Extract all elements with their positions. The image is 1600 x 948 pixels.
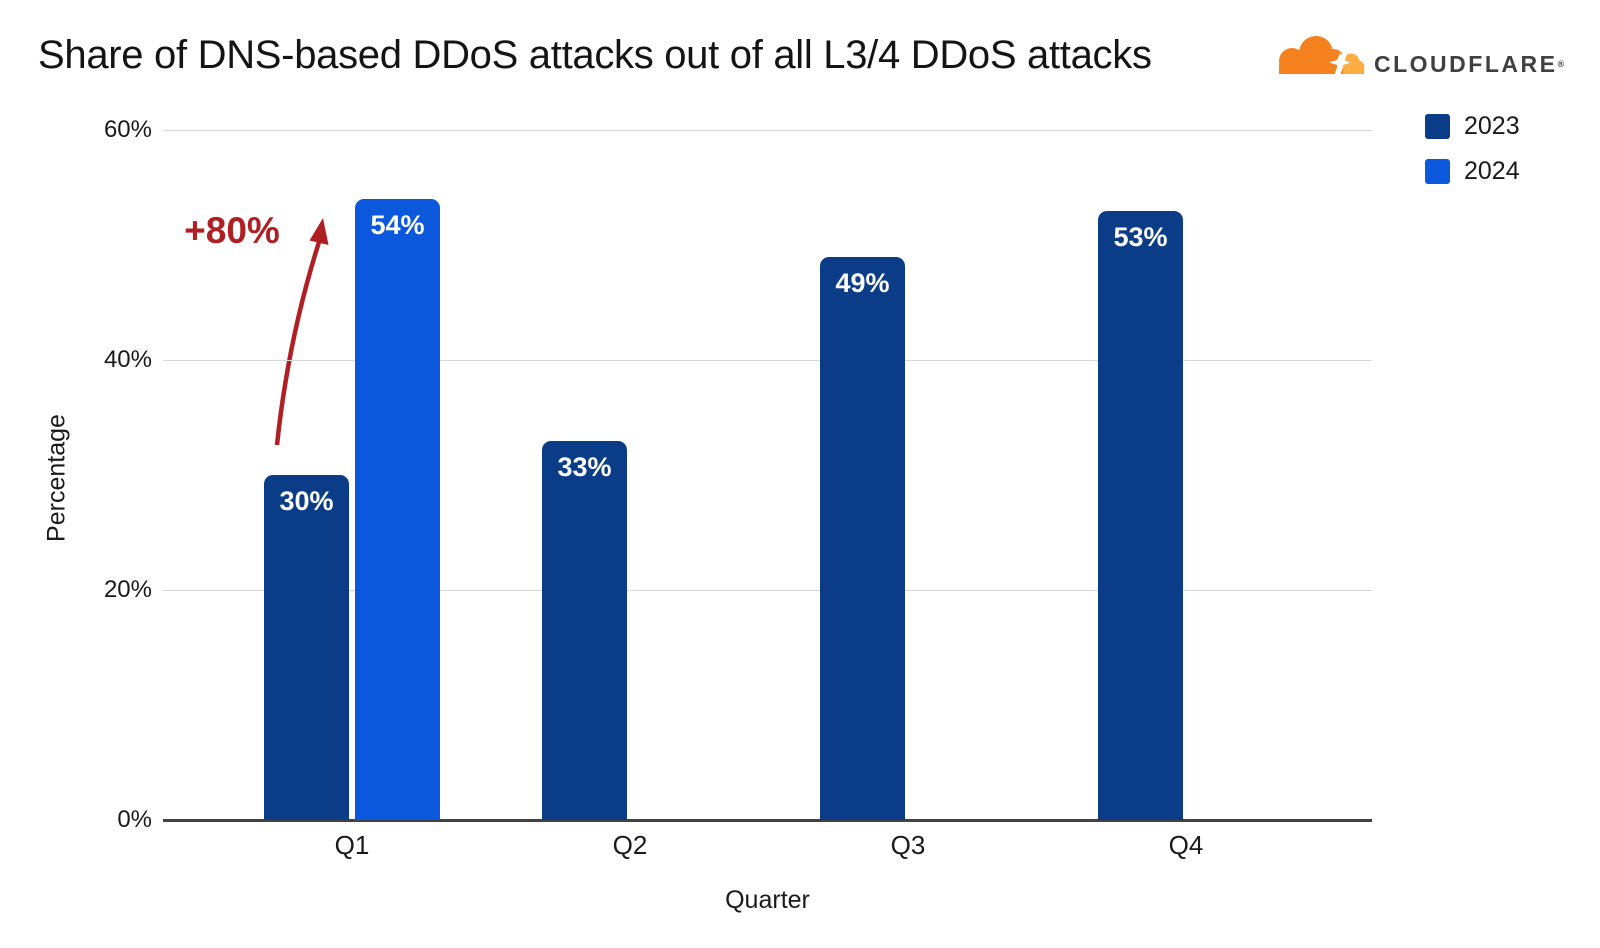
gridline-20% <box>163 589 1372 591</box>
y-tick-label-60%: 60% <box>103 116 152 143</box>
x-tick-label-q1: Q1 <box>334 830 370 860</box>
growth-annotation-label: +80% <box>184 210 280 251</box>
cloudflare-wordmark: CLOUDFLARE® <box>1374 51 1567 77</box>
legend-label-2024: 2024 <box>1464 157 1520 185</box>
growth-arrow-icon <box>274 218 329 446</box>
legend-swatch-2023 <box>1425 114 1450 139</box>
cloudflare-cloud-icon <box>1279 36 1365 76</box>
x-tick-label-q3: Q3 <box>890 830 926 860</box>
bar-value-label: 54% <box>370 210 425 240</box>
legend-label-2023: 2023 <box>1464 112 1520 140</box>
legend-swatch-2024 <box>1425 159 1450 184</box>
bar-value-label: 53% <box>1113 221 1168 252</box>
bar-q3-2023: 49% <box>820 256 905 820</box>
gridline-60% <box>163 129 1372 131</box>
bar-value-label: 30% <box>279 486 334 516</box>
legend-item-2023: 2023 <box>1425 112 1520 141</box>
bar-value-label: 33% <box>557 451 612 482</box>
cloud-spark <box>1329 53 1351 72</box>
y-tick-label-0%: 0% <box>117 806 152 833</box>
cloud-main <box>1279 36 1345 74</box>
y-tick-label-20%: 20% <box>103 576 152 603</box>
y-tick-label-40%: 40% <box>103 346 152 373</box>
registered-mark: ® <box>1557 59 1567 69</box>
x-tick-label-q2: Q2 <box>612 830 648 860</box>
cloudflare-logo: CLOUDFLARE® <box>1270 32 1567 76</box>
gridline-40% <box>163 359 1372 361</box>
page-title: Share of DNS-based DDoS attacks out of a… <box>38 33 1152 77</box>
x-axis-line <box>163 819 1372 822</box>
bar-q1-2023: 30% <box>264 475 349 820</box>
bar-q4-2023: 53% <box>1098 210 1183 820</box>
bar-q2-2023: 33% <box>542 440 627 820</box>
x-axis-title: Quarter <box>725 886 810 914</box>
x-tick-label-q4: Q4 <box>1168 830 1204 860</box>
bar-q1-2024: 54% <box>355 199 440 820</box>
y-axis-title: Percentage <box>42 414 71 542</box>
legend-item-2024: 2024 <box>1425 157 1520 186</box>
bar-value-label: 49% <box>835 267 890 298</box>
cloud-light <box>1342 53 1365 74</box>
